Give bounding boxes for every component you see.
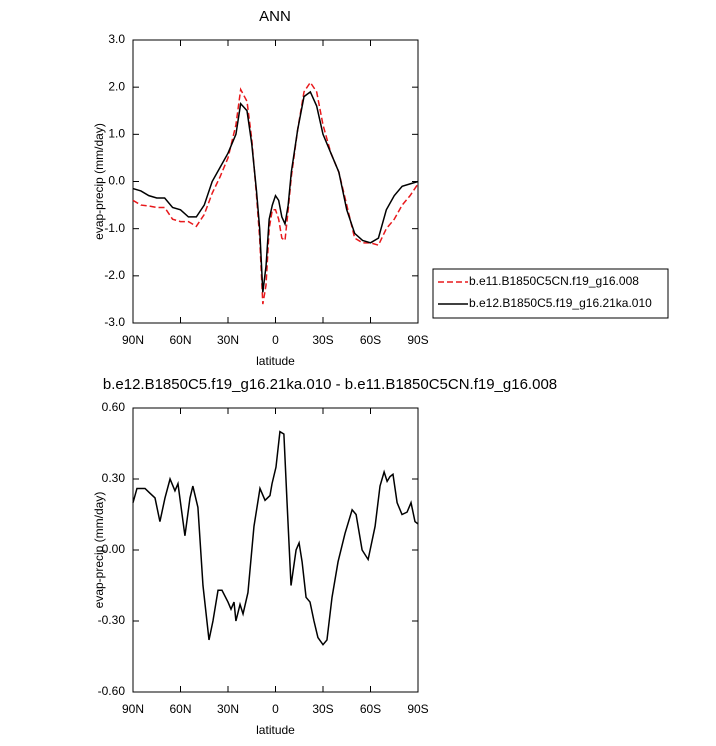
- y-tick-label: -1.0: [104, 221, 125, 235]
- y-tick-label: 2.0: [108, 79, 125, 93]
- x-tick-label: 90S: [407, 702, 428, 716]
- y-tick-label: 0.60: [102, 400, 126, 414]
- x-tick-label: 0: [272, 333, 279, 347]
- data-line: [132, 430, 419, 646]
- x-tick-label: 60N: [169, 333, 191, 347]
- x-tick-label: 60S: [360, 702, 381, 716]
- plot-frame: [132, 407, 419, 693]
- x-tick-label: 60S: [360, 333, 381, 347]
- x-tick-label: 90N: [122, 702, 144, 716]
- x-tick-label: 0: [272, 702, 279, 716]
- y-tick-label: -3.0: [104, 315, 125, 329]
- data-line: [132, 81, 419, 305]
- x-tick-label: 90N: [122, 333, 144, 347]
- y-tick-label: -0.60: [98, 684, 126, 698]
- y-tick-label: -0.30: [98, 613, 126, 627]
- chart-title: b.e12.B1850C5.f19_g16.21ka.010 - b.e11.B…: [103, 376, 557, 393]
- y-tick-label: 0.30: [102, 471, 126, 485]
- y-tick-label: 0.0: [108, 174, 125, 188]
- legend-label: b.e12.B1850C5.f19_g16.21ka.010: [469, 296, 652, 310]
- legend-label: b.e11.B1850C5CN.f19_g16.008: [469, 274, 639, 288]
- x-tick-label: 90S: [407, 333, 428, 347]
- y-tick-label: 0.00: [102, 542, 126, 556]
- legend-box: [432, 268, 669, 319]
- x-axis-label: latitude: [256, 723, 295, 737]
- y-axis-label: evap-precip (mm/day): [92, 492, 106, 609]
- x-tick-label: 30S: [312, 702, 333, 716]
- x-axis-label: latitude: [256, 354, 295, 368]
- x-tick-label: 30N: [217, 702, 239, 716]
- y-tick-label: 1.0: [108, 127, 125, 141]
- data-line: [132, 90, 419, 293]
- x-tick-label: 30N: [217, 333, 239, 347]
- y-tick-label: 3.0: [108, 32, 125, 46]
- x-tick-label: 60N: [169, 702, 191, 716]
- chart-title: ANN: [259, 8, 291, 25]
- y-tick-label: -2.0: [104, 268, 125, 282]
- y-axis-label: evap-precip (mm/day): [92, 123, 106, 240]
- plot-frame: [132, 39, 419, 324]
- x-tick-label: 30S: [312, 333, 333, 347]
